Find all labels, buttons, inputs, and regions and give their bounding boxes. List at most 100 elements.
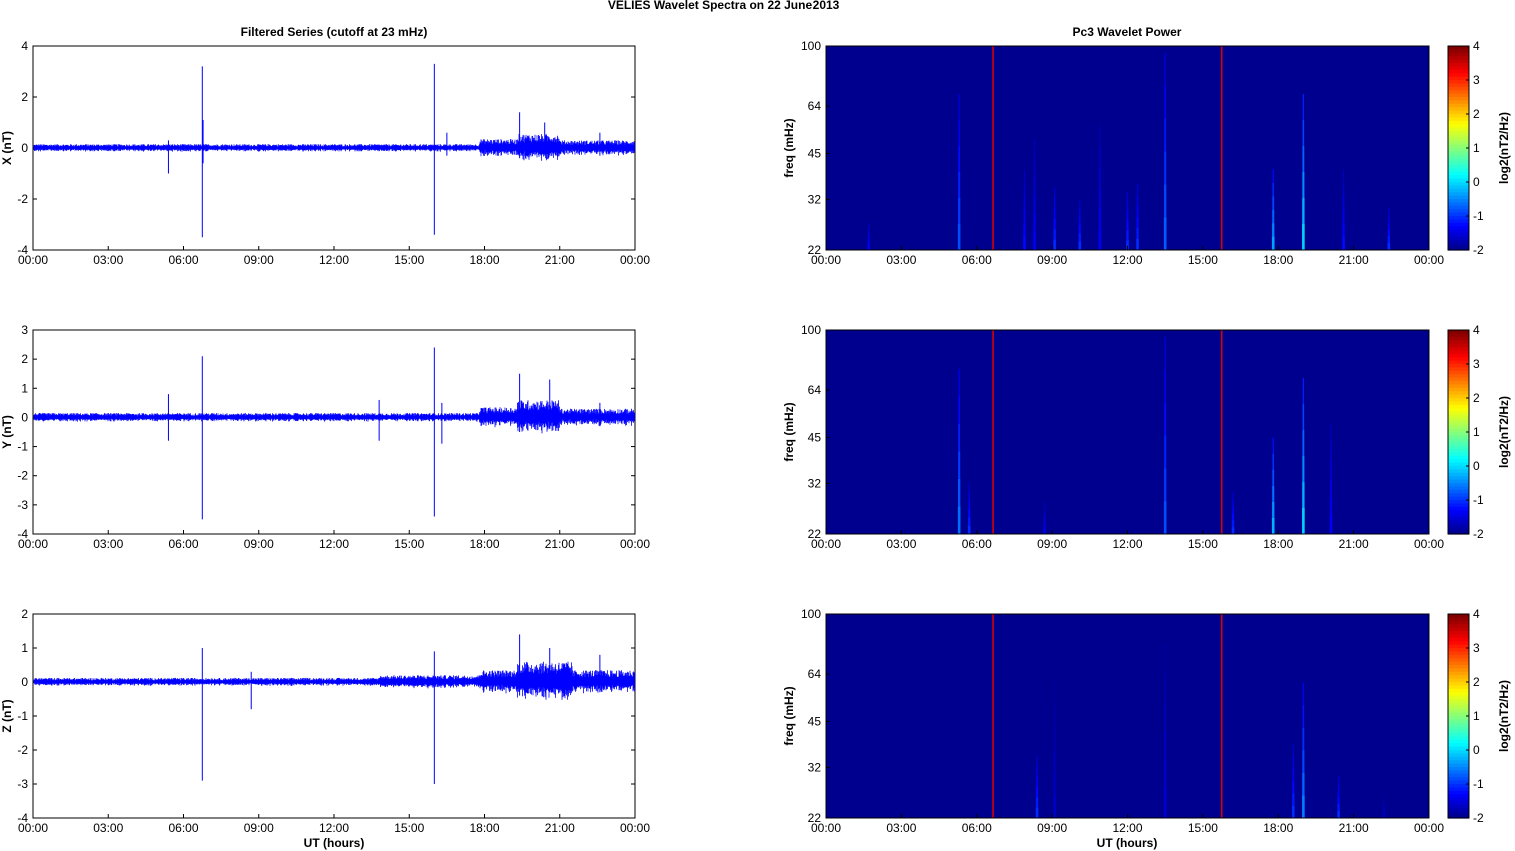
power-event — [1302, 750, 1305, 773]
colorbar-segment — [1448, 459, 1469, 464]
power-event — [1136, 216, 1139, 228]
colorbar-segment — [1448, 435, 1469, 440]
power-event — [1126, 220, 1129, 231]
colorbar-label: log2(nT2/Hz) — [1497, 680, 1511, 752]
colorbar-segment — [1448, 517, 1469, 521]
power-event — [1272, 437, 1274, 454]
colorbar-segment — [1448, 377, 1469, 382]
power-event — [1035, 807, 1039, 818]
colorbar-segment — [1448, 353, 1469, 358]
y-tick-label: 32 — [808, 761, 822, 775]
power-event — [1329, 497, 1333, 516]
colorbar-segment — [1448, 69, 1469, 74]
power-event — [1330, 460, 1332, 479]
x-tick-label: 00:00 — [620, 253, 650, 267]
colorbar-segment — [1448, 117, 1469, 122]
colorbar-segment — [1448, 391, 1469, 396]
colorbar-segment — [1448, 175, 1469, 180]
power-event — [958, 451, 961, 479]
power-event — [1387, 243, 1391, 250]
power-event — [968, 483, 970, 492]
colorbar-segment — [1448, 347, 1469, 351]
colorbar-segment — [1448, 97, 1469, 101]
colorbar-segment — [1448, 807, 1469, 812]
colorbar-segment — [1448, 192, 1469, 197]
colorbar-segment — [1448, 716, 1469, 720]
colorbar-tick-label: 1 — [1473, 141, 1480, 155]
x-tick-label: 09:00 — [244, 253, 274, 267]
y-tick-label: 1 — [21, 381, 28, 395]
colorbar-label: log2(nT2/Hz) — [1497, 396, 1511, 468]
colorbar-segment — [1448, 219, 1469, 224]
power-event — [1382, 806, 1385, 811]
power-event — [957, 478, 961, 507]
power-event — [1023, 196, 1026, 210]
y-tick-label: -1 — [17, 440, 28, 454]
heatmap-background — [826, 330, 1429, 534]
colorbar-segment — [1448, 472, 1469, 477]
colorbar-segment — [1448, 330, 1469, 334]
power-event — [1387, 236, 1390, 244]
colorbar-segment — [1448, 425, 1469, 430]
colorbar-tick-label: 2 — [1473, 107, 1480, 121]
colorbar-segment — [1448, 209, 1469, 214]
x-tick-label: 18:00 — [1263, 537, 1293, 551]
colorbar-segment — [1448, 617, 1469, 622]
power-event — [967, 525, 971, 534]
colorbar-segment — [1448, 168, 1469, 173]
power-event — [958, 423, 961, 452]
power-event — [1164, 702, 1167, 732]
power-event — [958, 146, 961, 173]
power-event — [1302, 378, 1305, 405]
colorbar-segment — [1448, 658, 1469, 663]
power-event — [1164, 760, 1167, 790]
power-event — [1232, 499, 1234, 507]
power-event — [1272, 209, 1275, 224]
colorbar-segment — [1448, 739, 1469, 744]
power-event — [1099, 126, 1101, 148]
x-tick-label: 21:00 — [545, 821, 575, 835]
power-event — [1382, 810, 1385, 815]
colorbar-segment — [1448, 797, 1469, 802]
colorbar-segment — [1448, 367, 1469, 372]
power-event — [1036, 786, 1039, 798]
colorbar-segment — [1448, 661, 1469, 666]
colorbar-segment — [1448, 127, 1469, 132]
power-event — [1043, 512, 1046, 518]
x-tick-label: 06:00 — [962, 821, 992, 835]
colorbar-segment — [1448, 205, 1469, 210]
power-event — [958, 120, 960, 147]
power-event — [1126, 240, 1129, 250]
x-tick-label: 21:00 — [1339, 537, 1369, 551]
power-event — [1302, 146, 1305, 173]
y-axis-label: freq (mHz) — [782, 686, 796, 745]
power-event — [1271, 236, 1275, 250]
plot-frame — [32, 613, 636, 819]
colorbar-tick-label: -2 — [1473, 527, 1484, 541]
colorbar-segment — [1448, 212, 1469, 217]
colorbar-segment — [1448, 790, 1469, 795]
x-axis-label-left: UT (hours) — [304, 836, 365, 850]
power-event — [1136, 183, 1139, 195]
y-tick-label: 100 — [801, 323, 821, 337]
power-event — [1302, 404, 1305, 431]
power-event — [1164, 731, 1167, 761]
colorbar-segment — [1448, 171, 1469, 176]
y-tick-label: -3 — [17, 777, 28, 791]
x-tick-label: 06:00 — [962, 253, 992, 267]
colorbar-segment — [1448, 462, 1469, 467]
colorbar-tick-label: 4 — [1473, 39, 1480, 53]
power-event — [1302, 198, 1305, 225]
colorbar-segment — [1448, 801, 1469, 805]
power-event — [1383, 795, 1385, 800]
figure-title-left: VELIES Wavelet Spectra on 22 June — [608, 0, 813, 12]
power-event — [1329, 515, 1333, 534]
colorbar-segment — [1448, 756, 1469, 761]
line-panel-1: 420-2-400:00 03:00 06:00 09:00 12:00 15:00 18:… — [0, 39, 650, 267]
y-tick-label: -3 — [17, 498, 28, 512]
power-event — [1292, 768, 1295, 782]
y-tick-label: 2 — [21, 607, 28, 621]
colorbar-segment — [1448, 688, 1469, 693]
